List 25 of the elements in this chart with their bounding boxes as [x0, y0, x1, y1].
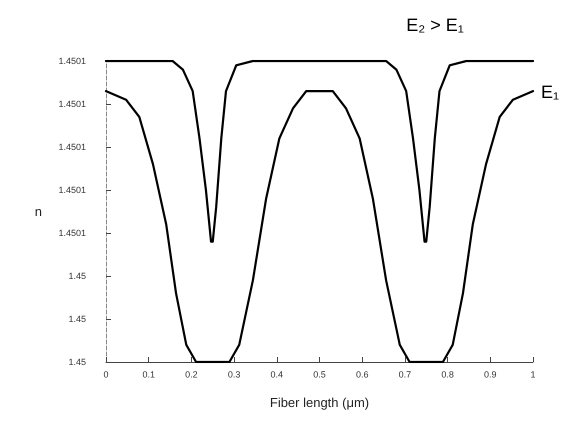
y-tick-label: 1.45 [68, 314, 86, 324]
y-tick-label: 1.45 [68, 357, 86, 367]
x-tick-label: 1 [530, 370, 536, 380]
x-axis-title: Fiber length (μm) [270, 395, 370, 410]
series-label: E₁ [541, 82, 560, 102]
x-tick-label: 0.2 [185, 370, 198, 380]
x-tick-label: 0.7 [398, 370, 412, 380]
y-tick-label: 1.4501 [58, 228, 86, 238]
series-label: E₂ > E₁ [406, 15, 464, 35]
x-tick-label: 0.8 [441, 370, 454, 380]
y-axis-title: n [34, 204, 42, 219]
y-tick-label: 1.4501 [58, 99, 86, 109]
y-tick-label: 1.45 [68, 271, 86, 281]
x-tick-label: 0.6 [356, 370, 368, 380]
line-series [104, 90, 534, 364]
line-series [104, 60, 534, 243]
x-tick-label: 0.5 [313, 370, 326, 380]
y-tick-label: 1.4501 [58, 185, 86, 195]
y-tick-label: 1.4501 [58, 142, 86, 152]
x-tick-label: 0 [103, 370, 109, 380]
x-tick-label: 0.3 [228, 370, 240, 380]
y-tick-label: 1.4501 [58, 56, 86, 66]
x-tick-label: 0.1 [142, 370, 155, 380]
x-tick-label: 0.4 [270, 370, 284, 380]
x-tick-label: 0.9 [484, 370, 497, 380]
